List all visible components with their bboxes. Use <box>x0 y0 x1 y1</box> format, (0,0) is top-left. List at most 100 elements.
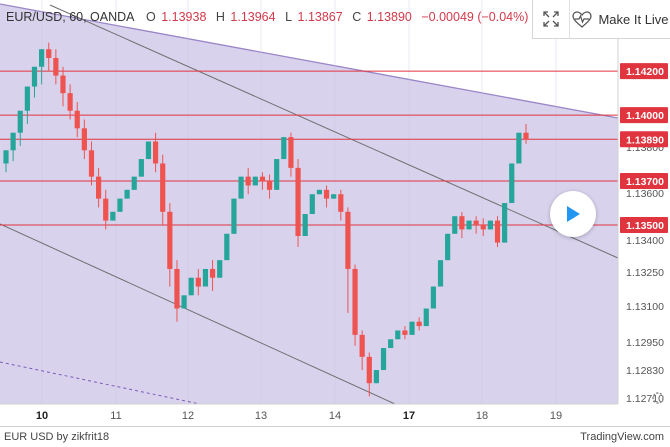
settings-gear-icon[interactable] <box>652 392 664 404</box>
candle-body <box>295 167 301 236</box>
y-tick-label: 1.13100 <box>626 301 664 313</box>
candle-body <box>3 150 9 164</box>
candle-body <box>238 176 244 199</box>
candle-body <box>423 308 429 327</box>
close-value: 1.13890 <box>366 10 412 24</box>
candle-body <box>110 211 116 221</box>
candle-body <box>202 268 209 287</box>
candle-body <box>103 198 109 221</box>
x-tick-label: 10 <box>36 410 48 422</box>
symbol-label: EUR/USD, 60, OANDA <box>6 10 135 24</box>
trendline-dashed <box>0 361 201 405</box>
open-label: O <box>146 10 156 24</box>
candle-body <box>395 330 401 340</box>
chart-footer: EUR USD by zikfrit18 TradingView.com <box>0 426 670 447</box>
candle-body <box>181 295 187 309</box>
y-tick-label: 1.13250 <box>626 267 664 279</box>
level-price-text: 1.13890 <box>626 134 664 146</box>
make-it-live-button[interactable]: Make It Live <box>570 0 670 38</box>
x-tick-label: 17 <box>403 410 415 422</box>
candle-body <box>67 93 73 111</box>
level-price-text: 1.14000 <box>626 110 664 122</box>
close-label: C <box>352 10 362 24</box>
candle-body <box>53 58 59 76</box>
author-label: EUR USD by zikfrit18 <box>4 431 110 443</box>
play-button[interactable] <box>550 191 596 237</box>
high-value: 1.13964 <box>230 10 276 24</box>
candle-body <box>388 339 394 349</box>
candle-body <box>445 233 451 261</box>
candle-body <box>352 268 358 335</box>
level-price-label <box>620 217 668 233</box>
chart-toolbar: Make It Live <box>532 0 670 39</box>
candle-body <box>516 132 522 164</box>
candle-body <box>259 176 266 182</box>
candle-body <box>380 348 387 371</box>
change-value: −0.00049 (−0.04%) <box>421 10 529 24</box>
candle-body <box>74 110 80 129</box>
candle-body <box>124 189 130 199</box>
candle-body <box>480 225 486 230</box>
candle-body <box>509 163 515 204</box>
expand-button[interactable] <box>533 0 570 38</box>
level-price-label <box>620 63 668 80</box>
high-label: H <box>215 10 225 24</box>
candle-body <box>331 194 337 199</box>
open-value: 1.13938 <box>161 10 207 24</box>
candle-body <box>188 277 194 296</box>
candle-body <box>274 159 280 190</box>
channel-band <box>0 4 618 404</box>
candle-body <box>302 214 308 236</box>
tradingview-watermark: TradingView.com <box>580 431 664 443</box>
level-price-text: 1.13500 <box>626 220 664 232</box>
candle-body <box>81 128 87 151</box>
current-price-label <box>620 131 668 148</box>
candle-body <box>131 176 137 190</box>
candle-body <box>245 176 251 186</box>
expand-icon <box>543 11 559 27</box>
candle-body <box>224 233 230 261</box>
x-tick-label: 13 <box>255 410 267 422</box>
candle-body <box>209 268 216 278</box>
candle-body <box>60 75 66 94</box>
time-axis-background <box>0 404 670 426</box>
y-tick-label: 1.13400 <box>626 235 664 247</box>
candle-body <box>174 268 180 309</box>
candle-body <box>316 189 323 195</box>
make-it-live-label: Make It Live <box>598 11 669 27</box>
candle-body <box>281 137 287 160</box>
trendline-lower <box>0 223 396 405</box>
candle-body <box>416 321 422 327</box>
level-price-label <box>620 107 668 124</box>
x-tick-label: 18 <box>476 410 488 422</box>
candle-body <box>160 163 166 212</box>
candle-body <box>46 49 52 58</box>
y-tick-label: 1.13600 <box>626 188 664 200</box>
x-tick-label: 19 <box>550 410 562 422</box>
candle-body <box>466 220 472 230</box>
candle-body <box>502 203 508 243</box>
chart-header: EUR/USD, 60, OANDA O 1.13938 H 1.13964 L… <box>6 10 534 24</box>
candle-body <box>31 66 38 87</box>
candle-body <box>88 150 95 177</box>
candle-body <box>373 370 380 384</box>
candle-body <box>17 110 23 133</box>
x-tick-label: 14 <box>329 410 341 422</box>
candle-body <box>338 194 344 212</box>
low-value: 1.13867 <box>297 10 343 24</box>
x-tick-label: 12 <box>182 410 194 422</box>
candle-body <box>323 189 330 199</box>
candle-body <box>252 176 258 186</box>
candle-body <box>437 260 444 287</box>
candle-body <box>487 220 493 230</box>
trendline-upper <box>49 4 619 259</box>
candle-body <box>167 211 173 269</box>
candle-body <box>10 132 16 151</box>
candle-body <box>345 211 351 269</box>
x-tick-label: 11 <box>110 410 121 422</box>
candle-body <box>430 286 436 309</box>
candle-body <box>288 137 294 168</box>
candle-body <box>217 260 223 278</box>
candle-body <box>402 330 408 335</box>
